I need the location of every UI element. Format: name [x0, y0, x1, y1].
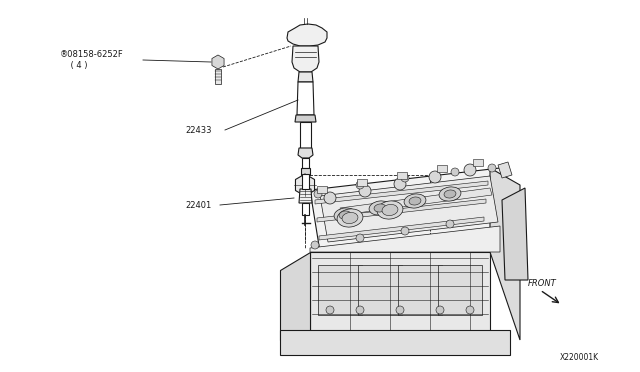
Polygon shape	[296, 174, 314, 196]
Polygon shape	[319, 217, 484, 240]
Polygon shape	[310, 226, 500, 252]
Ellipse shape	[337, 209, 363, 227]
Polygon shape	[212, 55, 224, 69]
Polygon shape	[280, 330, 510, 355]
Polygon shape	[310, 168, 510, 252]
Text: ®08158-6252F
    ( 4 ): ®08158-6252F ( 4 )	[60, 50, 124, 70]
Polygon shape	[358, 265, 402, 315]
Ellipse shape	[334, 208, 356, 222]
Polygon shape	[437, 165, 447, 172]
Polygon shape	[490, 168, 520, 340]
Circle shape	[429, 171, 441, 183]
Polygon shape	[397, 172, 407, 179]
Ellipse shape	[369, 201, 391, 215]
Circle shape	[394, 178, 406, 190]
Polygon shape	[357, 179, 367, 186]
Text: FRONT: FRONT	[528, 279, 557, 288]
Polygon shape	[298, 148, 313, 158]
Polygon shape	[298, 72, 313, 82]
Polygon shape	[287, 24, 327, 46]
Ellipse shape	[342, 212, 358, 224]
Polygon shape	[438, 265, 482, 315]
Circle shape	[466, 306, 474, 314]
Polygon shape	[318, 265, 362, 315]
Ellipse shape	[339, 211, 351, 219]
Circle shape	[326, 306, 334, 314]
Polygon shape	[317, 186, 327, 193]
Text: 22401: 22401	[185, 201, 211, 209]
Ellipse shape	[439, 187, 461, 201]
Polygon shape	[320, 176, 498, 242]
Polygon shape	[502, 188, 528, 280]
Ellipse shape	[382, 205, 398, 215]
Circle shape	[396, 306, 404, 314]
Circle shape	[401, 174, 409, 182]
Circle shape	[324, 192, 336, 204]
Polygon shape	[300, 122, 311, 148]
Ellipse shape	[404, 194, 426, 208]
Circle shape	[401, 227, 409, 235]
Polygon shape	[292, 46, 319, 72]
Circle shape	[314, 190, 322, 198]
Polygon shape	[340, 188, 492, 215]
Text: 22433: 22433	[185, 125, 211, 135]
Ellipse shape	[444, 190, 456, 198]
Circle shape	[446, 220, 454, 228]
Circle shape	[436, 306, 444, 314]
Polygon shape	[280, 252, 310, 340]
Polygon shape	[398, 265, 442, 315]
Polygon shape	[473, 159, 483, 166]
Circle shape	[356, 306, 364, 314]
Polygon shape	[310, 252, 490, 340]
Circle shape	[356, 181, 364, 189]
Polygon shape	[299, 189, 312, 203]
Ellipse shape	[409, 197, 421, 205]
Circle shape	[359, 185, 371, 197]
Polygon shape	[302, 158, 309, 168]
Polygon shape	[301, 168, 310, 175]
Polygon shape	[215, 69, 221, 84]
Circle shape	[451, 168, 459, 176]
Circle shape	[356, 234, 364, 242]
Polygon shape	[295, 115, 316, 122]
Ellipse shape	[374, 204, 386, 212]
Polygon shape	[297, 82, 314, 115]
Ellipse shape	[377, 201, 403, 219]
Circle shape	[464, 164, 476, 176]
Polygon shape	[302, 203, 309, 215]
Polygon shape	[302, 174, 309, 189]
Text: X220001K: X220001K	[560, 353, 599, 362]
Polygon shape	[315, 181, 488, 204]
Polygon shape	[498, 162, 512, 178]
Circle shape	[488, 164, 496, 172]
Polygon shape	[317, 199, 486, 222]
Circle shape	[311, 241, 319, 249]
